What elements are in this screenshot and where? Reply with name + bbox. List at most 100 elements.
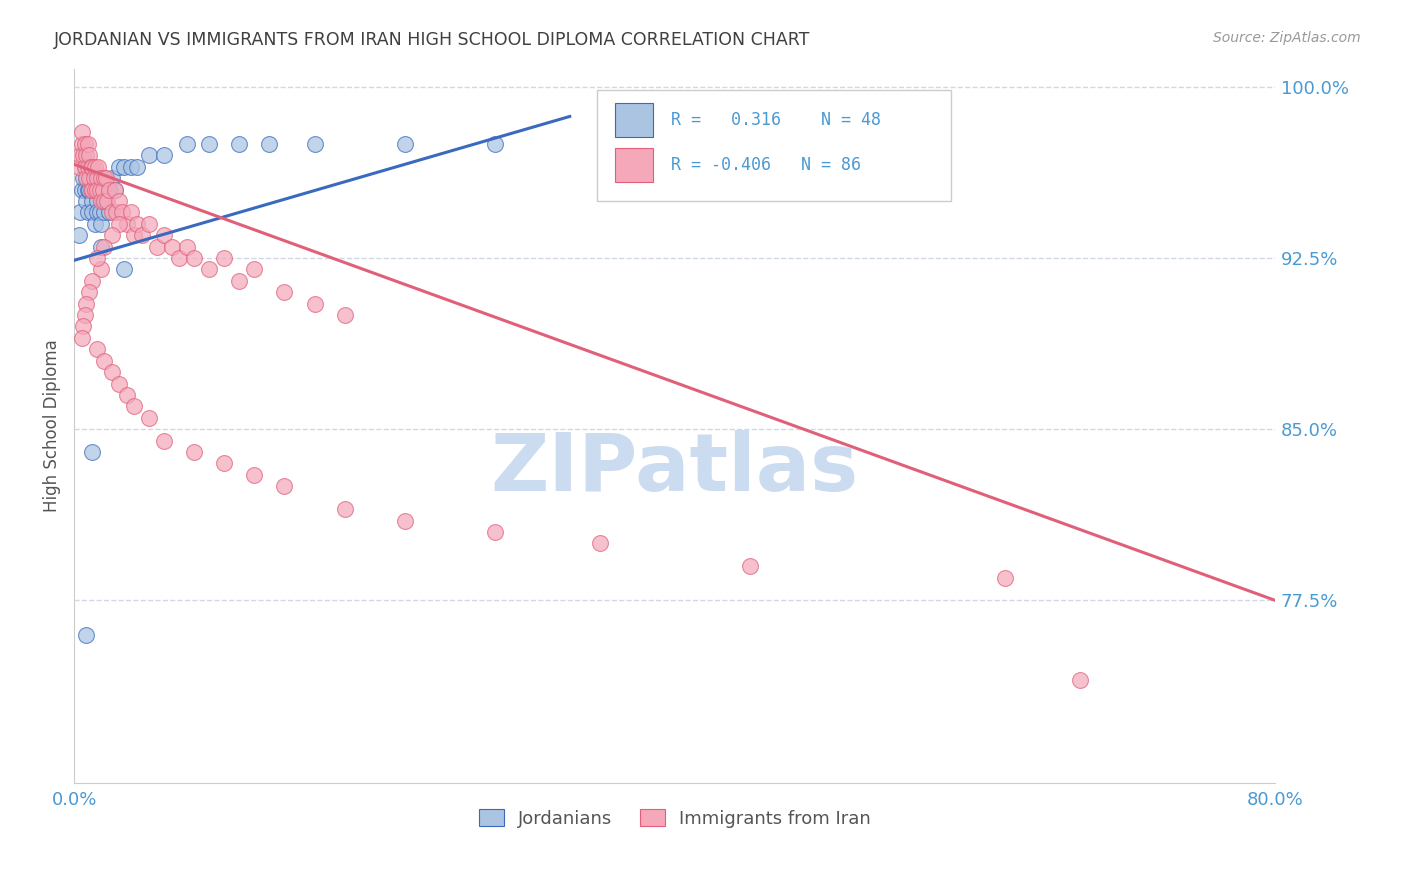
Point <box>67 160 90 174</box>
Point <box>87 171 110 186</box>
Text: R =   0.316    N = 48: R = 0.316 N = 48 <box>671 111 882 129</box>
Point <box>243 262 266 277</box>
Point <box>84 160 107 174</box>
Point <box>243 467 266 482</box>
Point <box>79 182 101 196</box>
Point <box>304 136 326 151</box>
Point <box>82 160 104 174</box>
Point <box>86 194 108 208</box>
Point <box>228 274 250 288</box>
Point <box>70 125 93 139</box>
Point <box>76 182 98 196</box>
Point <box>112 262 135 277</box>
Point <box>108 376 131 391</box>
Point <box>101 365 124 379</box>
Point <box>86 343 108 357</box>
Point <box>101 228 124 243</box>
Point <box>83 171 105 186</box>
Point <box>90 262 112 277</box>
Point <box>90 194 112 208</box>
Point <box>89 182 111 196</box>
Point <box>138 410 160 425</box>
Point <box>82 182 104 196</box>
Point <box>176 239 198 253</box>
Point <box>82 445 104 459</box>
Point <box>169 251 191 265</box>
Point <box>93 205 115 219</box>
Text: Source: ZipAtlas.com: Source: ZipAtlas.com <box>1213 31 1361 45</box>
Point <box>94 194 117 208</box>
Point <box>160 239 183 253</box>
Point <box>75 628 97 642</box>
Point <box>97 182 120 196</box>
Point <box>120 205 142 219</box>
Point <box>90 217 112 231</box>
Point <box>304 296 326 310</box>
Point <box>70 331 93 345</box>
Point <box>94 171 117 186</box>
Point <box>90 171 112 186</box>
Point <box>80 182 103 196</box>
Point <box>333 308 356 322</box>
Point <box>105 205 128 219</box>
Legend: Jordanians, Immigrants from Iran: Jordanians, Immigrants from Iran <box>471 802 879 835</box>
Bar <box>614 103 654 137</box>
Point <box>72 171 94 186</box>
Point <box>67 228 90 243</box>
Point <box>112 160 135 174</box>
Point <box>72 319 94 334</box>
Point <box>138 148 160 162</box>
Point <box>108 160 131 174</box>
Point <box>120 160 142 174</box>
Point <box>96 182 118 196</box>
Point <box>127 217 149 231</box>
Point <box>73 160 96 174</box>
Point <box>93 194 115 208</box>
Point <box>259 136 281 151</box>
Point <box>333 502 356 516</box>
Y-axis label: High School Diploma: High School Diploma <box>44 340 60 512</box>
Point <box>73 308 96 322</box>
Point <box>484 136 506 151</box>
Point <box>124 400 146 414</box>
Point <box>738 559 761 574</box>
Point <box>82 194 104 208</box>
Point <box>97 205 120 219</box>
Point <box>84 182 107 196</box>
Point <box>86 171 108 186</box>
Point <box>153 434 176 448</box>
Point <box>273 479 295 493</box>
Point <box>198 262 221 277</box>
Point <box>93 353 115 368</box>
Point <box>115 388 138 402</box>
Point <box>104 182 127 196</box>
Point <box>101 205 124 219</box>
Point <box>484 524 506 539</box>
Point <box>273 285 295 300</box>
Point <box>79 171 101 186</box>
FancyBboxPatch shape <box>596 90 950 201</box>
Point <box>76 136 98 151</box>
Point <box>86 182 108 196</box>
Point <box>101 171 124 186</box>
Point <box>90 239 112 253</box>
Point <box>87 160 110 174</box>
Point <box>80 160 103 174</box>
Point <box>93 171 115 186</box>
Text: ZIPatlas: ZIPatlas <box>491 430 859 508</box>
Point <box>131 228 153 243</box>
Point <box>80 171 103 186</box>
Text: R = -0.406   N = 86: R = -0.406 N = 86 <box>671 156 862 174</box>
Point <box>70 136 93 151</box>
Point <box>994 571 1017 585</box>
Point <box>75 148 97 162</box>
Point <box>75 194 97 208</box>
Point <box>86 205 108 219</box>
Point <box>589 536 612 550</box>
Point <box>214 457 236 471</box>
Point <box>84 217 107 231</box>
Point <box>79 285 101 300</box>
Point <box>82 205 104 219</box>
Point <box>1069 673 1091 688</box>
Point <box>79 160 101 174</box>
